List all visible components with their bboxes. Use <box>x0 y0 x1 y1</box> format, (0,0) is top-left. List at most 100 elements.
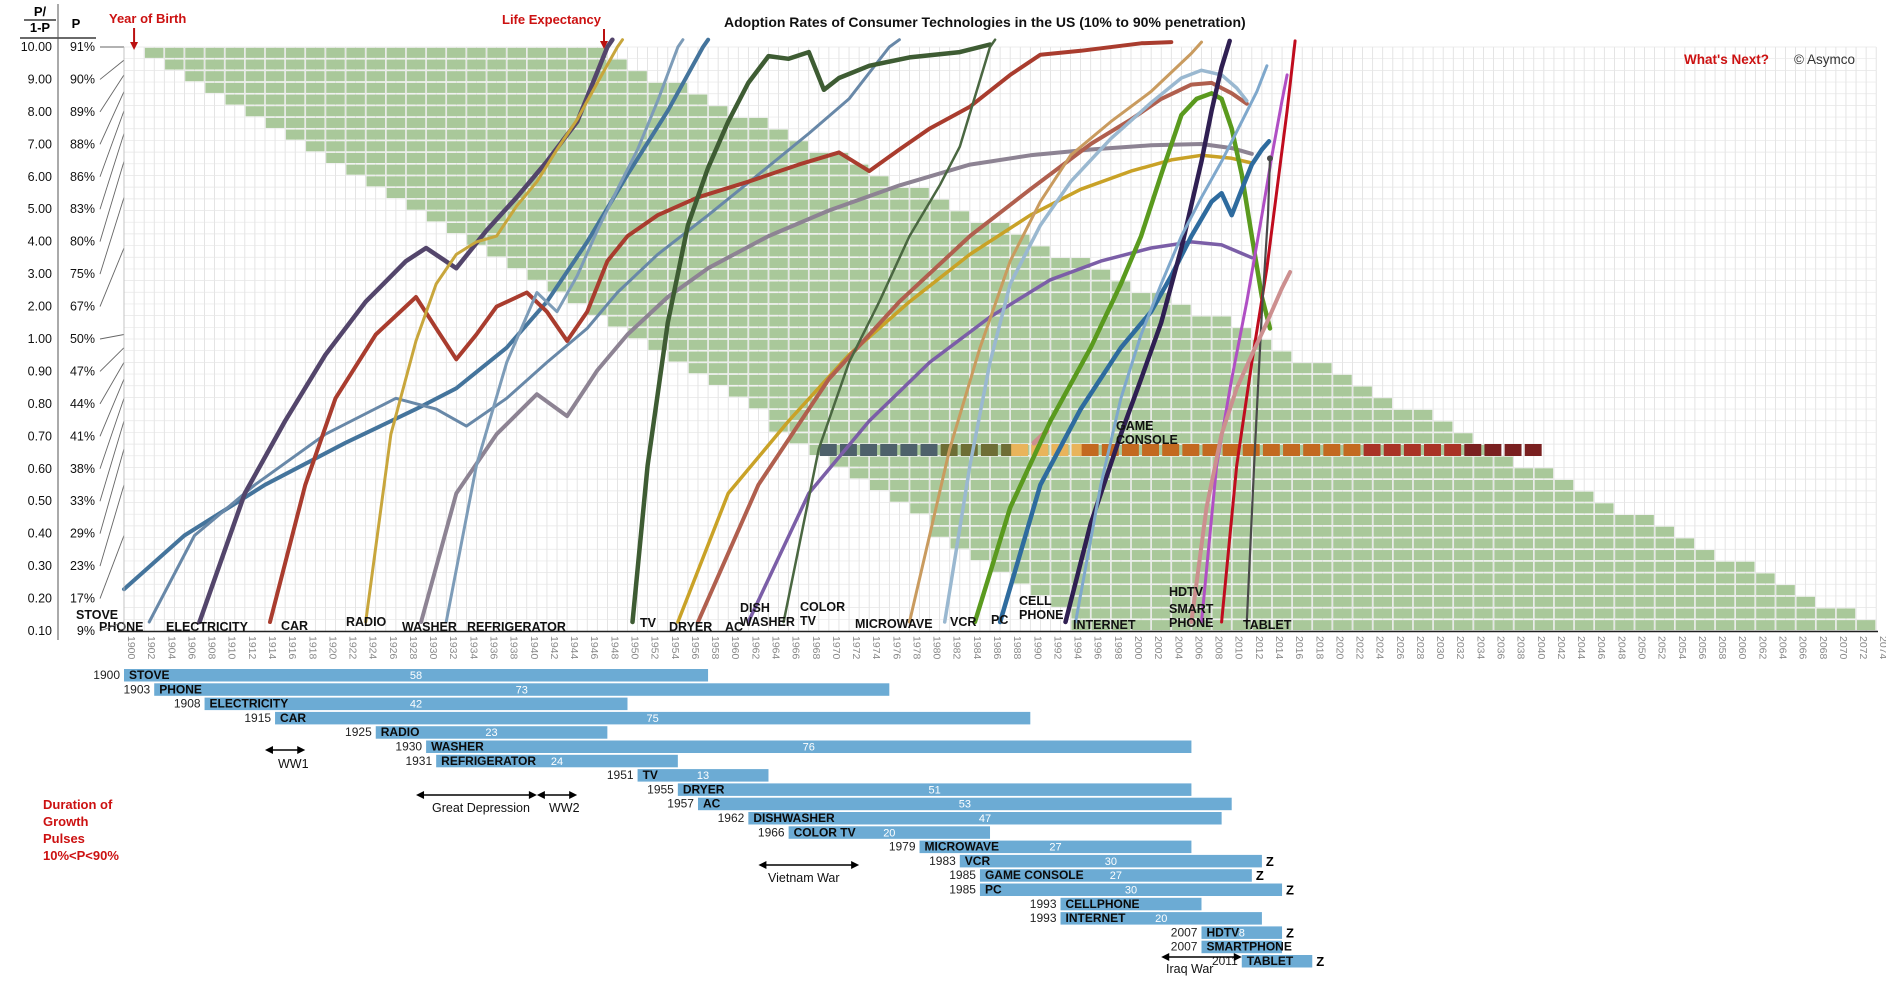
life-expectancy-cell <box>1393 538 1413 549</box>
life-expectancy-cell <box>527 234 547 245</box>
life-expectancy-cell <box>1494 526 1513 537</box>
life-expectancy-cell <box>990 351 1010 362</box>
series-line-tablet <box>1245 157 1272 624</box>
y-tick-ratio-5.00: 5.00 <box>28 202 52 216</box>
life-expectancy-cell <box>910 444 929 455</box>
life-expectancy-cell <box>849 433 869 444</box>
gantt-z-game-console: Z <box>1256 868 1264 883</box>
life-expectancy-cell <box>1333 444 1352 455</box>
life-expectancy-cell <box>1252 398 1272 409</box>
life-expectancy-cell <box>547 82 567 93</box>
life-expectancy-cell <box>749 187 768 199</box>
life-expectancy-cell <box>588 269 607 280</box>
life-expectancy-cell <box>1554 573 1574 584</box>
life-expectancy-cell <box>326 94 345 105</box>
life-expectancy-cell <box>608 176 627 187</box>
life-expectancy-cell <box>1756 608 1775 619</box>
life-expectancy-cell <box>749 398 768 409</box>
life-expectancy-cell <box>769 187 788 199</box>
x-tick-1986: 1986 <box>991 636 1003 660</box>
life-expectancy-cell <box>1272 398 1292 409</box>
gantt-name-dryer: DRYER <box>683 782 725 796</box>
life-expectancy-cell <box>930 328 949 339</box>
series-line-internet <box>1074 64 1269 624</box>
gantt-duration-radio: 23 <box>485 727 497 739</box>
life-expectancy-cell <box>668 223 688 234</box>
life-expectancy-cell <box>1635 538 1654 549</box>
life-expectancy-cell <box>708 339 728 350</box>
life-expectancy-cell <box>729 164 748 175</box>
life-expectancy-cell <box>507 47 526 58</box>
life-expectancy-cell <box>366 82 386 93</box>
life-expectancy-cell <box>668 94 688 105</box>
y-tick-leader <box>99 161 125 242</box>
life-expectancy-cell <box>809 293 829 304</box>
life-expectancy-cell <box>1131 550 1151 561</box>
life-expectancy-cell <box>729 328 748 339</box>
life-expectancy-cell <box>970 386 990 397</box>
life-expectancy-cell <box>890 351 909 362</box>
life-expectancy-cell <box>1433 596 1453 607</box>
x-tick-1926: 1926 <box>387 636 399 660</box>
life-expectancy-cell <box>1574 608 1594 619</box>
life-expectancy-cell <box>1192 585 1211 596</box>
life-expectancy-cell <box>567 152 587 163</box>
life-expectancy-cell <box>688 129 708 140</box>
gantt-name-internet: INTERNET <box>1066 911 1127 925</box>
y-tick-ratio-1.00: 1.00 <box>28 332 52 346</box>
life-expectancy-cell <box>1272 351 1292 362</box>
life-expectancy-cell <box>648 176 667 187</box>
duration-note-line1: Duration of <box>43 797 113 812</box>
life-expectancy-cell <box>1292 491 1312 502</box>
life-expectancy-cell <box>1172 503 1191 514</box>
life-expectancy-cell <box>769 176 788 187</box>
life-expectancy-cell <box>749 141 768 152</box>
life-expectancy-cell <box>1373 526 1393 537</box>
life-expectancy-cell <box>447 71 466 82</box>
life-expectancy-cell <box>789 351 808 362</box>
life-expectancy-cell <box>648 152 667 163</box>
life-expectancy-cell <box>588 47 607 58</box>
life-expectancy-cell <box>1292 374 1312 385</box>
life-expectancy-cell <box>1393 479 1413 491</box>
life-expectancy-cell <box>487 59 506 70</box>
war-arrowhead-right-iraq-war <box>1233 953 1242 961</box>
life-expectancy-cell <box>930 234 949 245</box>
life-expectancy-cell <box>346 129 365 140</box>
life-expectancy-cell <box>608 82 627 93</box>
life-expectancy-cell <box>1454 433 1473 444</box>
life-expectancy-cell <box>910 479 929 491</box>
life-expectancy-cell <box>1031 491 1050 502</box>
chart-label-tablet: TABLET <box>1243 618 1292 632</box>
chart-label-car: CAR <box>281 619 308 633</box>
life-expectancy-cell <box>1051 491 1070 502</box>
life-expectancy-cell <box>366 47 386 58</box>
life-expectancy-cell <box>708 129 728 140</box>
life-expectancy-cell <box>809 339 829 350</box>
life-expectancy-cell <box>1615 585 1634 596</box>
life-expectancy-cell <box>1554 608 1574 619</box>
life-expectancy-cell <box>1292 386 1312 397</box>
life-expectancy-cell <box>487 141 506 152</box>
console-generation-cell <box>860 444 878 456</box>
x-tick-2016: 2016 <box>1293 636 1305 660</box>
y-tick-ratio-3.00: 3.00 <box>28 267 52 281</box>
life-expectancy-cell <box>588 106 607 117</box>
life-expectancy-cell <box>1232 620 1252 631</box>
life-expectancy-cell <box>1353 479 1372 491</box>
life-expectancy-cell <box>749 351 768 362</box>
life-expectancy-cell <box>386 152 406 163</box>
life-expectancy-cell <box>1313 468 1332 479</box>
life-expectancy-cell <box>447 211 466 222</box>
life-expectancy-cell <box>829 374 849 385</box>
x-tick-2042: 2042 <box>1555 636 1567 660</box>
gantt-duration-electricity: 42 <box>410 699 422 711</box>
life-expectancy-cell <box>1413 421 1433 432</box>
life-expectancy-cell <box>1272 409 1292 420</box>
chart-label-dish-washer-l1: DISH <box>740 601 770 615</box>
life-expectancy-cell <box>869 433 889 444</box>
x-tick-2032: 2032 <box>1454 636 1466 660</box>
life-expectancy-cell <box>547 269 567 280</box>
ww1-label: WW1 <box>278 757 309 771</box>
life-expectancy-cell <box>1313 608 1332 619</box>
